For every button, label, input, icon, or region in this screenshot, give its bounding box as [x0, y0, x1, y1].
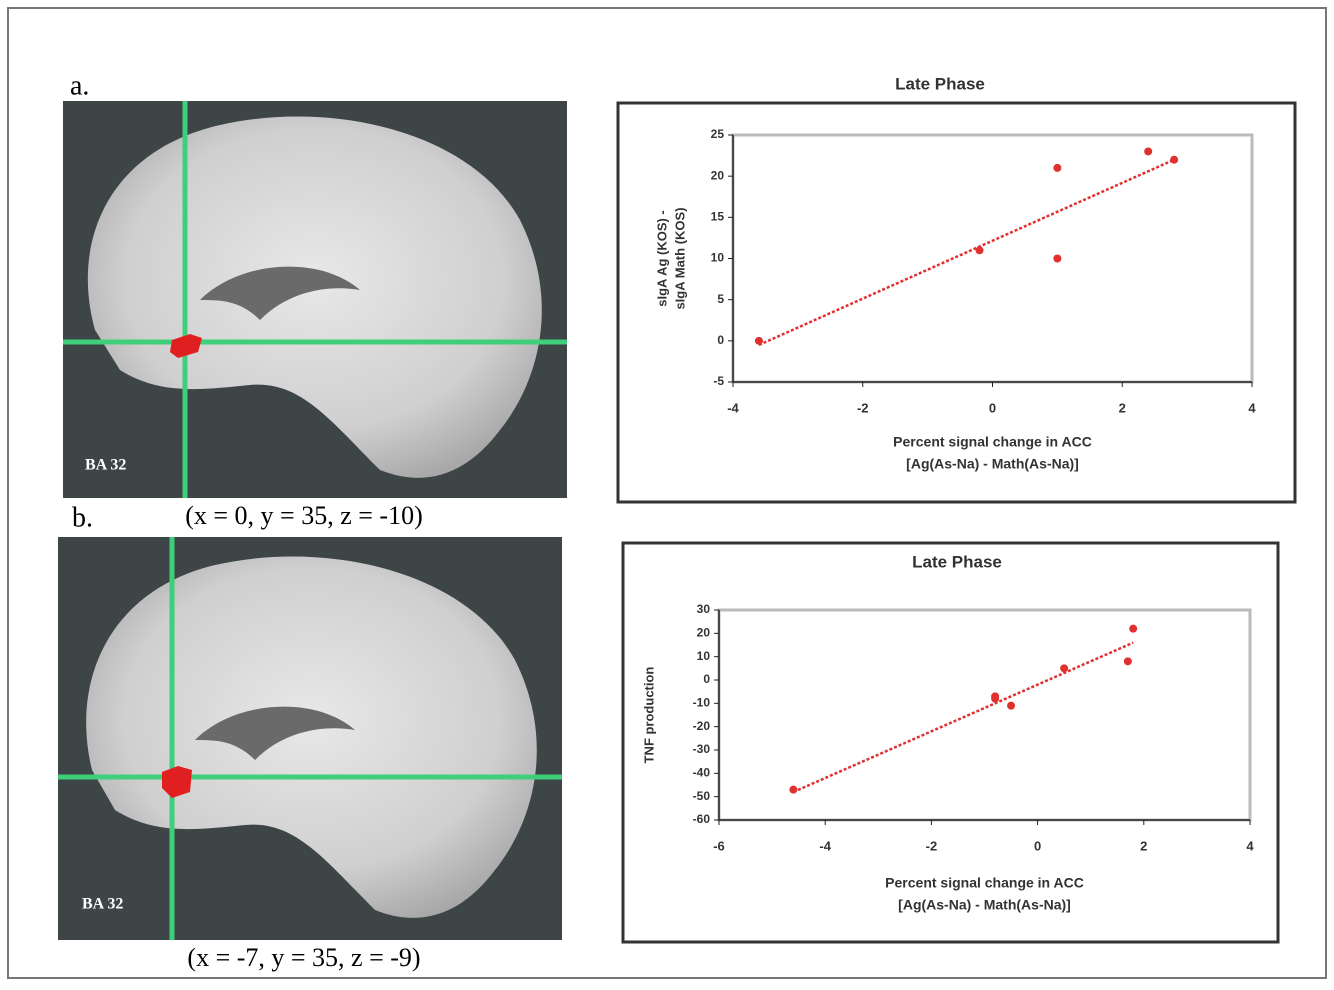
y-tick-label: -60: [693, 812, 711, 826]
y-tick-label: -50: [693, 789, 711, 803]
data-point: [755, 337, 763, 345]
x-tick-label: -6: [713, 838, 725, 853]
x-tick-label: 0: [989, 400, 996, 415]
panel-label: b.: [72, 502, 93, 533]
y-tick-label: 10: [697, 649, 711, 663]
data-point: [1170, 156, 1178, 164]
region-label: BA 32: [82, 896, 123, 913]
data-point: [976, 246, 984, 254]
coordinates: (x = 0, y = 35, z = -10): [185, 501, 423, 530]
data-point: [1007, 702, 1015, 710]
y-tick-label: -10: [693, 696, 711, 710]
y-tick-label: -5: [713, 374, 724, 388]
y-axis-label: sIgA Math (KOS): [672, 207, 687, 309]
x-axis-label: Percent signal change in ACC: [885, 875, 1084, 891]
y-axis-label: sIgA Ag (KOS) -: [654, 210, 669, 307]
y-tick-label: 25: [711, 127, 725, 141]
chart-title: Late Phase: [912, 552, 1002, 571]
x-tick-label: 4: [1248, 400, 1256, 415]
y-tick-label: -20: [693, 719, 711, 733]
region-label: BA 32: [85, 457, 126, 474]
plot-area: [733, 135, 1252, 382]
figure: a. b. BA 32 BA 32 (x = 0, y = 35, z = -1…: [0, 0, 1334, 985]
x-tick-label: -4: [819, 838, 831, 853]
x-axis-label: [Ag(As-Na) - Math(As-Na)]: [898, 897, 1071, 913]
y-tick-label: 20: [697, 626, 711, 640]
data-point: [1053, 164, 1061, 172]
x-tick-label: -2: [926, 838, 938, 853]
y-tick-label: -30: [693, 742, 711, 756]
x-tick-label: 4: [1246, 838, 1254, 853]
y-tick-label: -40: [693, 766, 711, 780]
x-tick-label: 0: [1034, 838, 1041, 853]
brain-image: [63, 101, 567, 498]
y-tick-label: 0: [717, 333, 724, 347]
brain-image: [58, 537, 562, 940]
y-axis-label: TNF production: [641, 667, 656, 764]
y-tick-label: 20: [711, 168, 725, 182]
data-point: [789, 786, 797, 794]
y-tick-label: 30: [697, 602, 711, 616]
y-tick-label: 10: [711, 251, 725, 265]
x-tick-label: -2: [857, 400, 869, 415]
data-point: [991, 695, 999, 703]
y-tick-label: 5: [717, 292, 724, 306]
x-axis-label: Percent signal change in ACC: [893, 434, 1092, 450]
y-tick-label: 15: [711, 210, 725, 224]
chart-title: Late Phase: [895, 74, 985, 93]
y-tick-label: 0: [703, 672, 710, 686]
x-tick-label: 2: [1119, 400, 1126, 415]
data-point: [1124, 657, 1132, 665]
data-point: [1053, 255, 1061, 263]
coordinates: (x = -7, y = 35, z = -9): [187, 943, 420, 972]
x-tick-label: 2: [1140, 838, 1147, 853]
panel-label: a.: [70, 70, 89, 101]
data-point: [1060, 664, 1068, 672]
x-tick-label: -4: [727, 400, 739, 415]
x-axis-label: [Ag(As-Na) - Math(As-Na)]: [906, 456, 1079, 472]
data-point: [1129, 625, 1137, 633]
data-point: [1144, 147, 1152, 155]
